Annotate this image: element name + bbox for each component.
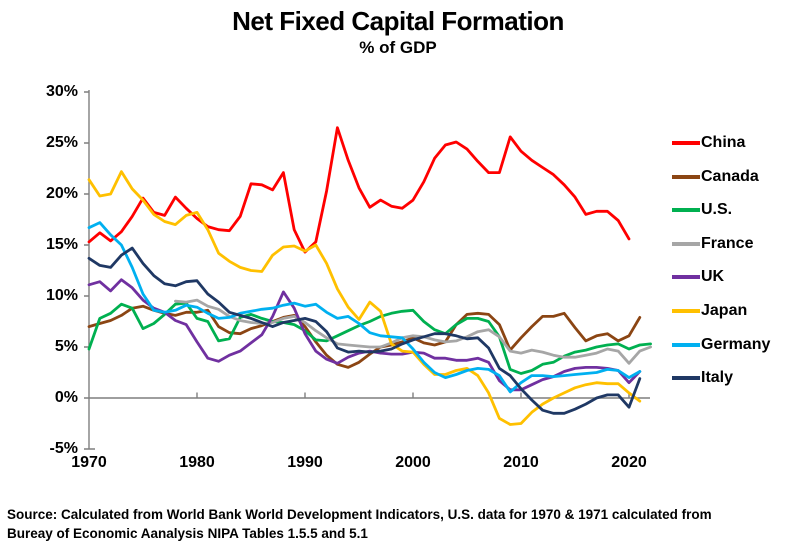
series-line-us (87, 301, 652, 375)
y-tick-label: 30% (45, 83, 78, 100)
axis-lines (84, 90, 650, 450)
series-line-france (173, 298, 652, 365)
source-note-line2: Bureay of Economic Aanalysis NIPA Tables… (7, 526, 368, 541)
legend-label: China (701, 134, 746, 151)
legend-swatch-icon (672, 376, 700, 381)
legend-swatch-icon (672, 342, 700, 347)
legend-item-japan: Japan (672, 301, 747, 321)
series-line-china (87, 126, 631, 254)
source-note-line1: Source: Calculated from World Bank World… (7, 507, 712, 522)
y-tick-label: 0% (54, 389, 78, 406)
legend-swatch-icon (672, 141, 700, 145)
legend-label: Germany (701, 335, 771, 353)
legend-item-uk: UK (672, 267, 724, 287)
x-tick-label: 1970 (71, 454, 107, 471)
series-line-italy (87, 246, 642, 415)
legend-label: Canada (701, 167, 759, 185)
legend-item-canada: Canada (672, 167, 759, 187)
series-line-japan (87, 170, 642, 426)
legend-swatch-icon (672, 275, 700, 280)
x-tick-label: 2000 (395, 454, 431, 471)
x-tick-label: 1990 (287, 454, 323, 471)
legend-swatch-icon (672, 309, 700, 313)
chart-subtitle: % of GDP (359, 38, 437, 57)
legend-label: Italy (701, 369, 734, 387)
legend-swatch-icon (672, 208, 700, 213)
legend-item-italy: Italy (672, 368, 733, 388)
y-tick-label: 25% (45, 134, 78, 151)
legend-item-france: France (672, 234, 753, 254)
y-tick-label: 5% (54, 338, 78, 355)
y-tick-label: 20% (45, 185, 78, 202)
y-tick-label: -5% (49, 440, 78, 457)
x-tick-label: 2020 (611, 454, 647, 471)
series-line-canada (87, 304, 642, 369)
legend-swatch-icon (672, 174, 700, 179)
legend-item-germany: Germany (672, 335, 770, 355)
legend-label: U.S. (701, 201, 733, 219)
x-tick-label: 1980 (179, 454, 215, 471)
legend-label: Japan (701, 302, 748, 319)
y-tick-label: 10% (45, 287, 78, 304)
series-line-uk (87, 278, 642, 392)
legend-item-china: China (672, 133, 745, 153)
legend-swatch-icon (672, 241, 700, 246)
legend-label: France (701, 234, 754, 252)
series-line-germany (87, 221, 642, 394)
x-tick-label: 2010 (503, 454, 539, 471)
chart-title: Net Fixed Capital Formation (232, 6, 564, 36)
legend-item-us: U.S. (672, 200, 732, 220)
legend-label: UK (701, 268, 725, 286)
y-tick-label: 15% (45, 236, 78, 253)
